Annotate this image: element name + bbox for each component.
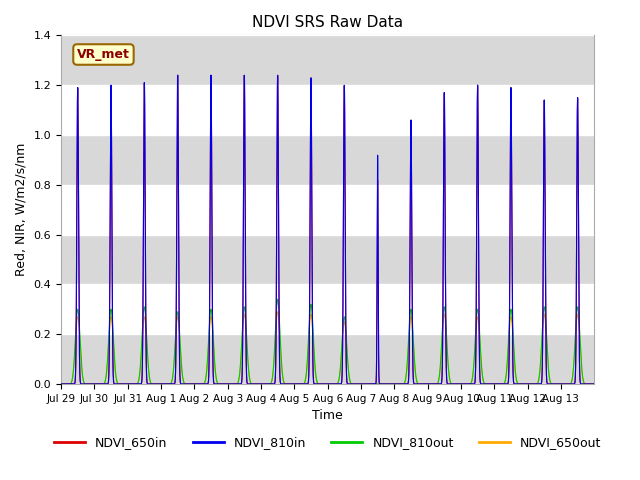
Legend: NDVI_650in, NDVI_810in, NDVI_810out, NDVI_650out: NDVI_650in, NDVI_810in, NDVI_810out, NDV… (49, 432, 606, 455)
Bar (61, 36, 595, 85)
Title: NDVI SRS Raw Data: NDVI SRS Raw Data (252, 15, 403, 30)
Bar (61, 334, 595, 384)
X-axis label: Time: Time (312, 409, 343, 422)
Bar (61, 235, 595, 284)
Text: VR_met: VR_met (77, 48, 130, 61)
Bar (61, 135, 595, 185)
Y-axis label: Red, NIR, W/m2/s/nm: Red, NIR, W/m2/s/nm (15, 143, 28, 276)
